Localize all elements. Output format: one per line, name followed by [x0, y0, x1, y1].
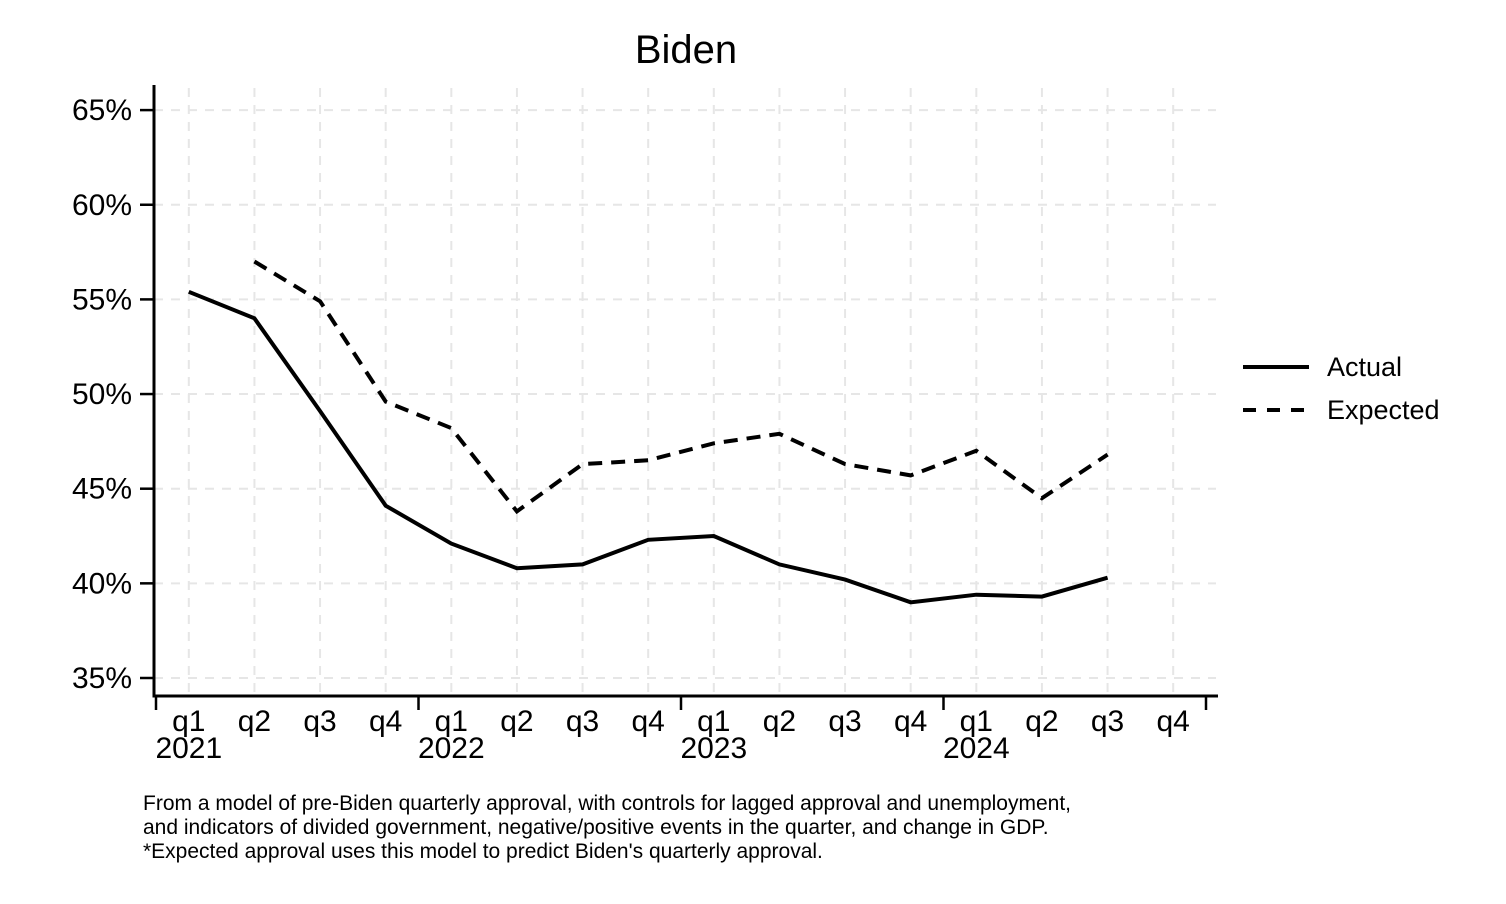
- footnote-line-1: From a model of pre-Biden quarterly appr…: [143, 792, 1071, 815]
- legend-label-actual: Actual: [1327, 351, 1403, 382]
- y-tick-label: 45%: [72, 473, 132, 506]
- dashed-line-swatch-icon: [1243, 408, 1309, 412]
- x-quarter-label: q1: [172, 705, 205, 738]
- x-quarter-label: q4: [369, 705, 402, 738]
- x-quarter-label: q3: [828, 705, 861, 738]
- y-tick-label: 65%: [72, 94, 132, 127]
- x-quarter-label: q3: [566, 705, 599, 738]
- legend-label-expected: Expected: [1327, 394, 1440, 425]
- footnote-line-3: *Expected approval uses this model to pr…: [143, 840, 823, 863]
- x-quarter-label: q1: [697, 705, 730, 738]
- solid-line-swatch-icon: [1243, 365, 1309, 369]
- legend-item-actual: Actual: [1243, 352, 1440, 382]
- x-year-label: 2021: [155, 732, 222, 765]
- x-quarter-label: q1: [435, 705, 468, 738]
- series-line-expected: [253, 259, 1109, 515]
- x-quarter-label: q4: [632, 705, 665, 738]
- x-quarter-label: q2: [238, 705, 271, 738]
- x-year-label: 2023: [680, 732, 747, 765]
- y-tick-label: 50%: [72, 378, 132, 411]
- x-year-label: 2024: [943, 732, 1010, 765]
- x-quarter-label: q4: [1157, 705, 1190, 738]
- footnote: From a model of pre-Biden quarterly appr…: [143, 792, 1071, 864]
- x-quarter-label: q3: [1091, 705, 1124, 738]
- x-quarter-label: q2: [500, 705, 533, 738]
- x-quarter-label: q4: [894, 705, 927, 738]
- legend: Actual Expected: [1243, 352, 1440, 425]
- legend-item-expected: Expected: [1243, 395, 1440, 425]
- x-year-label: 2022: [418, 732, 485, 765]
- chart-title: Biden: [634, 28, 738, 72]
- y-tick-label: 60%: [72, 189, 132, 222]
- y-tick-label: 35%: [72, 662, 132, 695]
- x-quarter-label: q2: [1025, 705, 1058, 738]
- y-tick-label: 40%: [72, 567, 132, 600]
- x-quarter-label: q1: [960, 705, 993, 738]
- x-quarter-label: q3: [303, 705, 336, 738]
- footnote-line-2: and indicators of divided government, ne…: [143, 816, 1049, 839]
- series-line-actual: [188, 289, 1109, 605]
- y-tick-label: 55%: [72, 283, 132, 316]
- x-quarter-label: q2: [763, 705, 796, 738]
